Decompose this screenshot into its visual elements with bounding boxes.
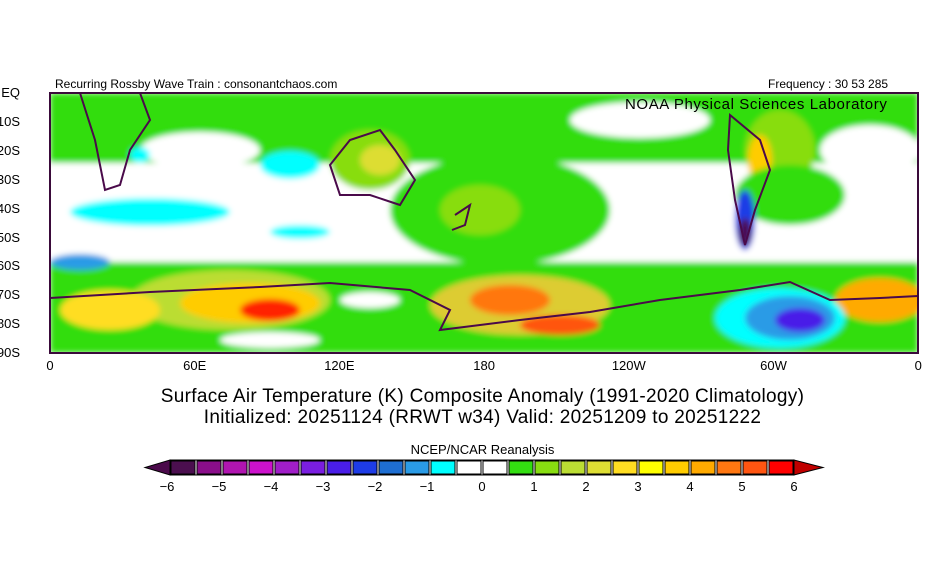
- noaa-watermark: NOAA Physical Sciences Laboratory: [625, 96, 888, 113]
- colorbar-tick-label: −4: [263, 479, 279, 494]
- colorbar-swatch: [196, 460, 222, 475]
- colorbar-label: NCEP/NCAR Reanalysis: [410, 442, 555, 457]
- colorbar-swatch: [768, 460, 794, 475]
- y-tick-label: 40S: [0, 200, 20, 216]
- colorbar-swatch: [248, 460, 274, 475]
- frequency-label: Frequency : 30 53 285: [768, 77, 889, 91]
- colorbar-swatch: [456, 460, 482, 475]
- y-tick-label: 90S: [0, 345, 20, 361]
- colorbar-tick-label: 5: [738, 479, 746, 494]
- colorbar-swatch: [482, 460, 508, 475]
- x-tick-label: 60E: [183, 358, 207, 373]
- colorbar-swatch: [300, 460, 326, 475]
- x-tick-label: 180: [473, 358, 495, 373]
- y-tick-label: 80S: [0, 316, 20, 332]
- y-tick-label: 60S: [0, 258, 20, 274]
- colorbar-swatch: [664, 460, 690, 475]
- y-tick-label: 10S: [0, 113, 20, 129]
- colorbar-tick-label: −2: [367, 479, 383, 494]
- colorbar-swatch: [352, 460, 378, 475]
- x-tick-label: 120W: [611, 358, 646, 373]
- colorbar-swatch: [326, 460, 352, 475]
- colorbar-low-arrow: [143, 459, 171, 476]
- colorbar-tick-label: 3: [634, 479, 642, 494]
- colorbar-tick-label: 6: [790, 479, 798, 494]
- colorbar-swatch: [716, 460, 742, 475]
- y-tick-label: EQ: [1, 85, 20, 100]
- temperature-field: [50, 93, 918, 353]
- colorbar-tick-label: −5: [211, 479, 227, 494]
- source-label: Recurring Rossby Wave Train : consonantc…: [55, 77, 338, 91]
- colorbar-swatch: [560, 460, 586, 475]
- colorbar-swatch: [690, 460, 716, 475]
- colorbar-tick-label: 0: [478, 479, 486, 494]
- y-tick-label: 20S: [0, 142, 20, 158]
- colorbar-swatch: [742, 460, 768, 475]
- colorbar-swatch: [612, 460, 638, 475]
- colorbar-high-arrow: [793, 459, 825, 476]
- y-tick-label: 50S: [0, 229, 20, 245]
- y-tick-label: 30S: [0, 171, 20, 187]
- colorbar-tick-label: −3: [315, 479, 331, 494]
- colorbar-swatch: [378, 460, 404, 475]
- colorbar-swatch: [586, 460, 612, 475]
- colorbar-tick-label: −1: [419, 479, 435, 494]
- colorbar-swatch: [508, 460, 534, 475]
- x-tick-label: 0: [46, 358, 54, 373]
- chart-subtitle: Initialized: 20251124 (RRWT w34) Valid: …: [203, 407, 762, 428]
- colorbar-tick-label: 2: [582, 479, 590, 494]
- colorbar-swatch: [222, 460, 248, 475]
- x-tick-label: 120E: [324, 358, 355, 373]
- colorbar-tick-label: 1: [530, 479, 538, 494]
- colorbar-swatch: [534, 460, 560, 475]
- colorbar-swatch: [274, 460, 300, 475]
- colorbar-tick-label: 4: [686, 479, 694, 494]
- colorbar-tick-label: −6: [159, 479, 175, 494]
- colorbar-swatch: [430, 460, 456, 475]
- colorbar-swatch: [638, 460, 664, 475]
- coastlines: [50, 93, 918, 332]
- x-tick-label: 60W: [760, 358, 787, 373]
- colorbar-swatch: [170, 460, 196, 475]
- x-tick-label: 0: [914, 358, 922, 373]
- chart-title: Surface Air Temperature (K) Composite An…: [160, 386, 805, 407]
- y-tick-label: 70S: [0, 287, 20, 303]
- colorbar-swatch: [404, 460, 430, 475]
